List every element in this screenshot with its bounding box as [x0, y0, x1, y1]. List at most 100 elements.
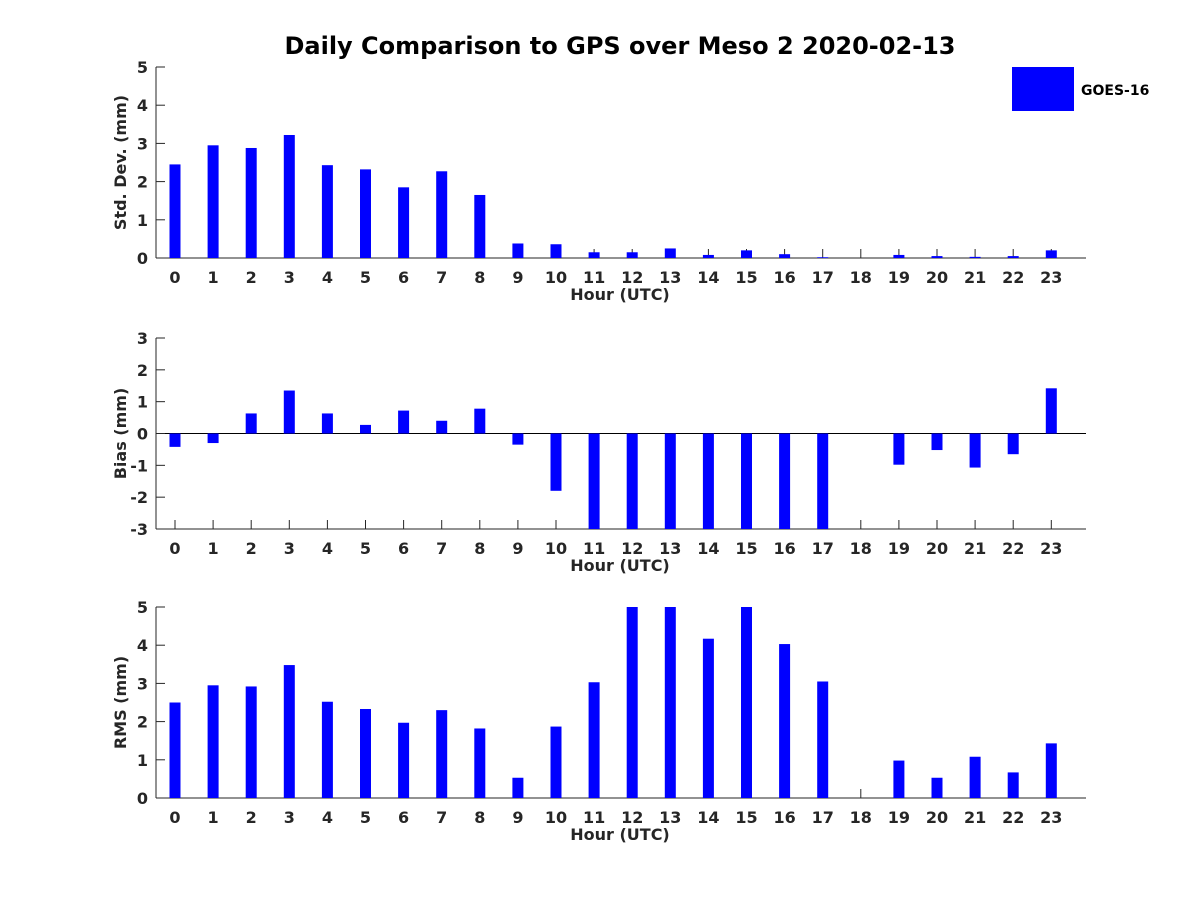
- y-tick-label: 5: [137, 598, 148, 617]
- bar-bias-4: [321, 413, 333, 434]
- x-tick-label: 18: [850, 268, 872, 287]
- y-tick-label: 2: [137, 361, 148, 380]
- bar-rms-12: [626, 607, 638, 798]
- x-tick-label: 11: [583, 268, 605, 287]
- x-tick-label: 20: [926, 808, 948, 827]
- y-tick-label: -2: [130, 488, 148, 507]
- x-tick-label: 7: [436, 808, 447, 827]
- y-tick-label: 0: [137, 425, 148, 444]
- bar-std-dev-16: [779, 254, 791, 258]
- y-tick-label: 2: [137, 173, 148, 192]
- x-tick-label: 2: [246, 539, 257, 558]
- x-tick-label: 10: [545, 539, 567, 558]
- bar-bias-2: [245, 413, 257, 434]
- x-tick-label: 23: [1040, 539, 1062, 558]
- bar-bias-16: [779, 433, 791, 529]
- bar-bias-19: [893, 433, 905, 465]
- y-tick-label: 1: [137, 751, 148, 770]
- y-tick-label: -1: [130, 456, 148, 475]
- x-tick-label: 23: [1040, 268, 1062, 287]
- bar-bias-13: [664, 433, 676, 529]
- bar-rms-20: [931, 777, 943, 798]
- bar-std-dev-9: [512, 243, 524, 258]
- x-tick-label: 12: [621, 808, 643, 827]
- x-tick-label: 10: [545, 808, 567, 827]
- x-tick-label: 14: [697, 268, 719, 287]
- legend: GOES-16: [1012, 67, 1149, 111]
- y-tick-label: 4: [137, 636, 148, 655]
- bar-std-dev-14: [702, 254, 714, 258]
- x-tick-label: 5: [360, 808, 371, 827]
- bar-bias-11: [588, 433, 600, 529]
- bar-rms-16: [779, 644, 791, 798]
- bar-std-dev-19: [893, 254, 905, 258]
- x-tick-label: 15: [735, 539, 757, 558]
- bar-std-dev-23: [1045, 250, 1057, 258]
- bar-rms-22: [1007, 772, 1019, 798]
- x-tick-label: 17: [812, 268, 834, 287]
- x-tick-label: 15: [735, 268, 757, 287]
- y-tick-label: 4: [137, 96, 148, 115]
- x-tick-label: 20: [926, 539, 948, 558]
- x-tick-label: 22: [1002, 808, 1024, 827]
- x-tick-label: 8: [474, 539, 485, 558]
- bar-std-dev-5: [360, 169, 371, 258]
- x-tick-label: 18: [850, 808, 872, 827]
- bar-std-dev-2: [245, 147, 257, 258]
- x-tick-label: 8: [474, 808, 485, 827]
- bar-rms-19: [893, 760, 905, 798]
- x-tick-label: 23: [1040, 808, 1062, 827]
- bar-std-dev-6: [398, 187, 410, 258]
- bar-rms-10: [550, 726, 562, 798]
- x-tick-label: 6: [398, 808, 409, 827]
- bar-bias-0: [169, 433, 181, 447]
- x-tick-label: 4: [322, 808, 333, 827]
- y-tick-label: 0: [137, 789, 148, 808]
- bar-rms-21: [969, 756, 981, 798]
- bar-rms-17: [817, 681, 829, 798]
- x-tick-label: 14: [697, 539, 719, 558]
- x-tick-label: 2: [246, 268, 257, 287]
- x-tick-label: 8: [474, 268, 485, 287]
- bar-bias-20: [931, 433, 943, 451]
- bar-bias-7: [436, 420, 448, 434]
- bar-std-dev-8: [474, 194, 486, 258]
- bar-rms-8: [474, 728, 486, 798]
- bar-rms-9: [512, 777, 524, 798]
- bar-std-dev-21: [969, 256, 981, 258]
- y-tick-label: 3: [137, 134, 148, 153]
- x-tick-label: 4: [322, 539, 333, 558]
- x-tick-label: 2: [246, 808, 257, 827]
- x-tick-label: 19: [888, 268, 910, 287]
- bar-std-dev-7: [436, 171, 448, 258]
- x-axis-label: Hour (UTC): [570, 556, 670, 575]
- x-tick-label: 12: [621, 268, 643, 287]
- x-tick-label: 5: [360, 268, 371, 287]
- bar-bias-15: [741, 433, 752, 529]
- bar-std-dev-22: [1007, 256, 1019, 258]
- y-axis-label: Bias (mm): [111, 388, 130, 480]
- x-tick-label: 1: [208, 808, 219, 827]
- y-tick-label: 3: [137, 329, 148, 348]
- x-tick-label: 12: [621, 539, 643, 558]
- y-tick-label: 2: [137, 713, 148, 732]
- x-axis-label: Hour (UTC): [570, 285, 670, 304]
- x-tick-label: 21: [964, 539, 986, 558]
- x-tick-label: 9: [512, 268, 523, 287]
- bar-bias-5: [360, 424, 371, 434]
- x-tick-label: 21: [964, 268, 986, 287]
- bar-rms-14: [702, 638, 714, 798]
- x-tick-label: 3: [284, 808, 295, 827]
- bar-rms-11: [588, 682, 600, 798]
- x-tick-label: 14: [697, 808, 719, 827]
- bar-bias-23: [1045, 388, 1057, 434]
- bar-std-dev-13: [664, 248, 676, 258]
- bar-rms-7: [436, 710, 448, 798]
- x-tick-label: 9: [512, 539, 523, 558]
- bar-bias-12: [626, 433, 638, 529]
- bar-std-dev-3: [283, 134, 295, 258]
- x-tick-label: 3: [284, 268, 295, 287]
